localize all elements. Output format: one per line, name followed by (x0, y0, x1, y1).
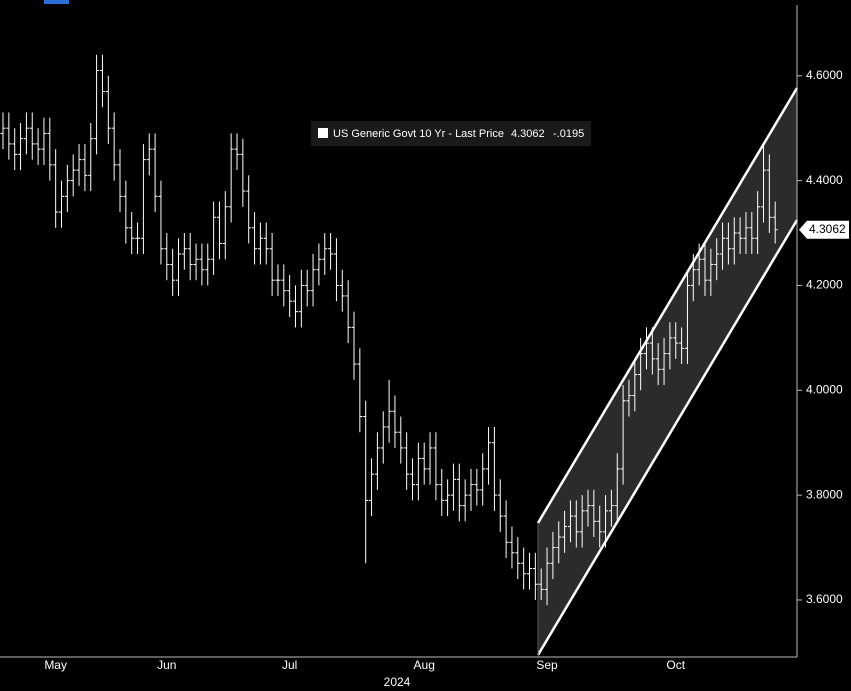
year-label: 2024 (384, 675, 411, 689)
x-tick-label: Aug (414, 658, 435, 672)
x-tick-label: Jul (282, 658, 297, 672)
y-tick-label: 3.6000 (806, 592, 843, 606)
legend-swatch (318, 128, 328, 138)
y-tick-label: 4.6000 (806, 68, 843, 82)
y-tick-label: 4.4000 (806, 173, 843, 187)
x-tick-label: Oct (666, 658, 685, 672)
channel (538, 88, 797, 655)
legend: US Generic Govt 10 Yr - Last Price 4.306… (311, 121, 591, 146)
legend-last: 4.3062 (511, 128, 545, 140)
legend-change: -.0195 (553, 128, 584, 140)
y-tick-label: 4.2000 (806, 278, 843, 292)
legend-name: US Generic Govt 10 Yr - Last Price (333, 128, 504, 140)
bars (0, 54, 778, 606)
x-tick-label: May (44, 658, 67, 672)
legend-box (311, 121, 591, 146)
y-tick-label: 4.0000 (806, 382, 843, 396)
y-tick-label: 3.8000 (806, 487, 843, 501)
x-tick-label: Jun (157, 658, 176, 672)
last-price-label: 4.3062 (809, 222, 846, 236)
channel-upper (536, 87, 799, 524)
channel-lower (536, 219, 799, 656)
x-tick-label: Sep (536, 658, 558, 672)
tab-indicator (44, 0, 69, 4)
last-price-tag (799, 220, 849, 239)
